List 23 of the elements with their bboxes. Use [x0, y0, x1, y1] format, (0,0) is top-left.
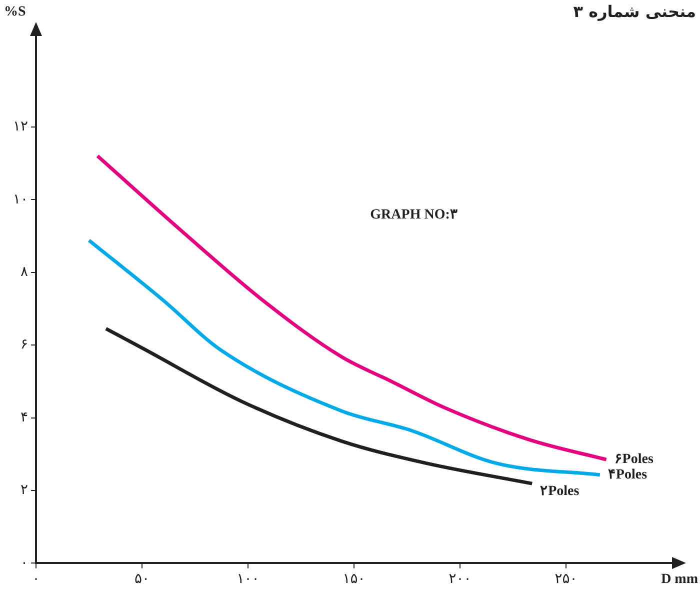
x-tick-label: ۱۰۰	[236, 571, 260, 588]
y-tick-label: ۸	[20, 264, 29, 280]
x-tick-label: ۰	[32, 571, 40, 588]
y-tick-label: ۰	[20, 554, 28, 571]
y-tick-label: ۴	[20, 409, 28, 426]
x-tick-label: ۱۵۰	[342, 571, 366, 588]
y-tick-label: ۲	[20, 482, 28, 498]
line-series	[96, 154, 608, 462]
line-series	[104, 326, 534, 486]
y-tick-label: ۱۲	[12, 118, 28, 135]
y-tick-label: ۱۰	[12, 191, 28, 208]
x-tick-label: ۲۵۰	[554, 571, 578, 588]
annotation: GRAPH NO:۳	[370, 208, 458, 223]
y-axis-title: %S	[4, 4, 26, 20]
chart-title: منحنی شماره ۳	[573, 2, 696, 21]
series-label: ۲Poles	[540, 484, 580, 500]
x-axis-title: D mm	[661, 572, 698, 587]
line-series	[87, 238, 602, 477]
series-label: ۶Poles	[614, 452, 654, 468]
x-tick-label: ۲۰۰	[448, 571, 472, 588]
y-tick-label: ۶	[20, 336, 28, 353]
series-label: ۴Poles	[608, 467, 648, 482]
x-tick-label: ۵۰	[134, 571, 150, 588]
